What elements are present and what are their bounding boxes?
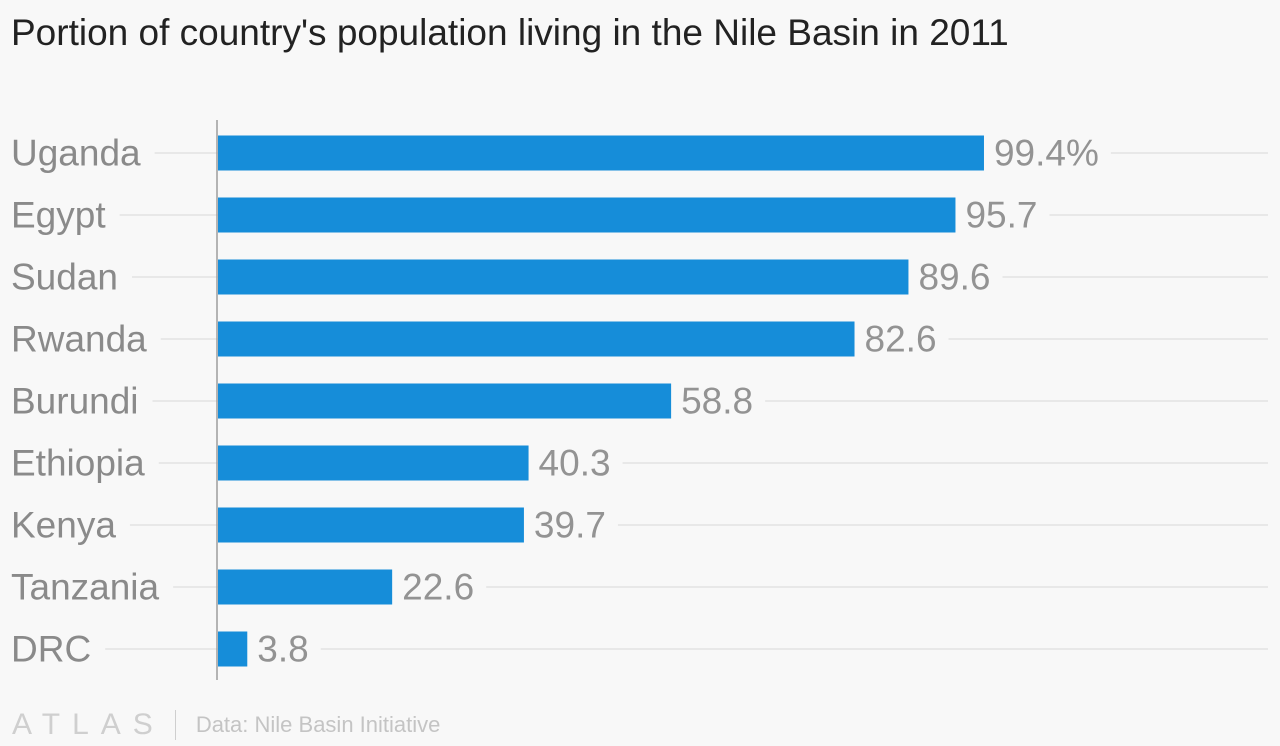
category-label: Egypt bbox=[11, 195, 106, 236]
bar bbox=[218, 197, 956, 233]
value-label: 22.6 bbox=[402, 567, 474, 608]
bar-chart: Uganda 99.4% Egypt 95.7 Sudan 89.6 Rwanda 82.6 B… bbox=[11, 120, 1268, 680]
category-label: Tanzania bbox=[11, 567, 160, 608]
source-note: Data: Nile Basin Initiative bbox=[195, 712, 441, 737]
bar bbox=[218, 259, 909, 295]
atlas-logo: ATLAS bbox=[12, 708, 165, 741]
category-label: Kenya bbox=[11, 505, 116, 546]
bar bbox=[218, 569, 393, 605]
value-label: 58.8 bbox=[681, 381, 753, 422]
bar bbox=[218, 135, 984, 171]
value-label: 89.6 bbox=[918, 257, 990, 298]
footer: ATLAS Data: Nile Basin Initiative bbox=[12, 708, 440, 742]
value-label: 99.4% bbox=[994, 133, 1099, 174]
value-label: 95.7 bbox=[965, 195, 1037, 236]
value-label: 39.7 bbox=[534, 505, 606, 546]
bar bbox=[218, 383, 672, 419]
bar bbox=[218, 321, 855, 357]
value-label: 3.8 bbox=[257, 629, 308, 670]
value-label: 40.3 bbox=[539, 443, 611, 484]
category-label: Ethiopia bbox=[11, 443, 145, 484]
category-label: Burundi bbox=[11, 381, 139, 422]
category-label: Uganda bbox=[11, 133, 141, 174]
value-label: 82.6 bbox=[865, 319, 937, 360]
chart-title: Portion of country's population living i… bbox=[11, 12, 1009, 53]
footer-divider bbox=[174, 710, 176, 740]
category-label: Sudan bbox=[11, 257, 118, 298]
category-label: Rwanda bbox=[11, 319, 147, 360]
bar bbox=[218, 507, 524, 543]
bar bbox=[218, 631, 248, 667]
bar bbox=[218, 445, 529, 481]
category-label: DRC bbox=[11, 629, 91, 670]
